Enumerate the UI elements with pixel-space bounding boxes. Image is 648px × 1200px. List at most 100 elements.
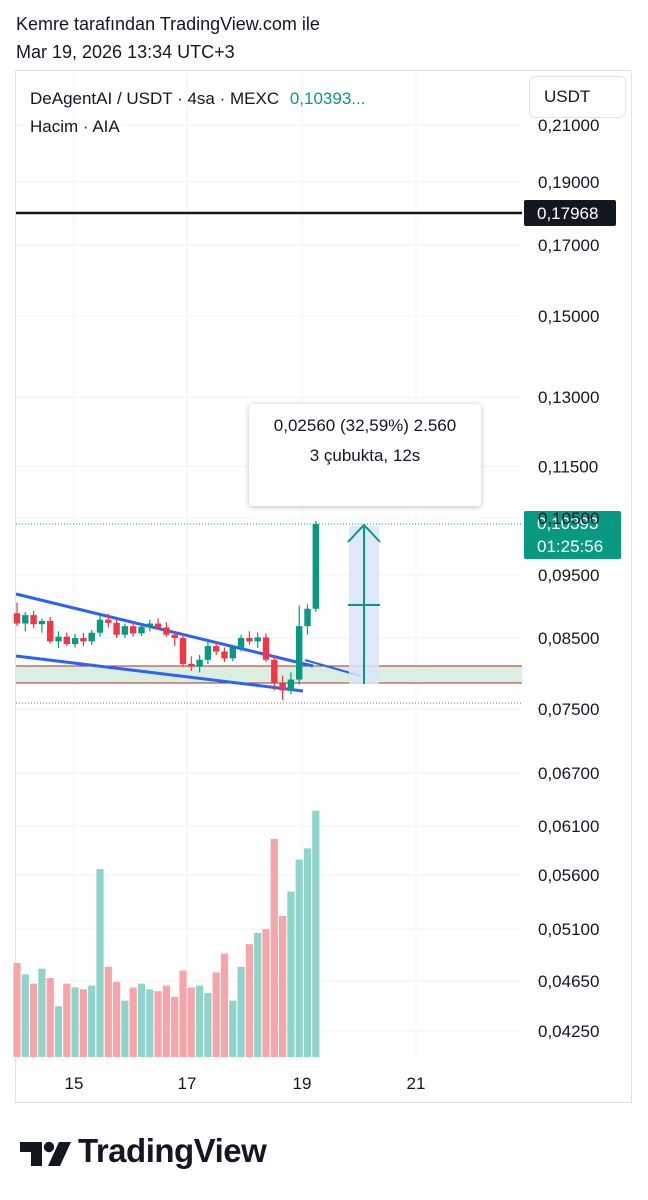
- volume-bar: [146, 989, 154, 1057]
- candle-body: [80, 638, 87, 642]
- candle-body: [38, 620, 46, 625]
- volume-bar: [295, 859, 303, 1057]
- volume-bar: [46, 978, 54, 1057]
- volume-bar: [30, 983, 38, 1057]
- candle-body: [113, 622, 120, 635]
- price-tick-label: 0,05600: [538, 866, 599, 885]
- candle-body: [271, 659, 278, 684]
- share-header-date: Mar 19, 2026 13:34 UTC+3: [16, 42, 235, 62]
- volume-bar: [88, 985, 96, 1057]
- candle-body: [229, 647, 236, 659]
- volume-bar: [54, 1006, 63, 1057]
- time-tick-label: 21: [407, 1074, 426, 1093]
- measure-tooltip: 0,02560 (32,59%) 2.560 3 çubukta, 12s: [249, 404, 481, 506]
- candle-body: [47, 620, 54, 642]
- candle-body: [121, 626, 129, 635]
- candle-body: [154, 623, 162, 628]
- volume-bar: [79, 989, 87, 1057]
- legend-price: 0,10393...: [289, 89, 366, 108]
- price-tick-label: 0,10500: [538, 509, 599, 528]
- grid-lines: [16, 72, 522, 1060]
- chart-legend: DeAgentAI / USDT · 4sa · MEXC 0,10393...…: [30, 85, 365, 141]
- chart-frame: [15, 70, 632, 1103]
- legend-volume[interactable]: Hacim · AIA: [30, 117, 120, 136]
- price-tick-label: 0,13000: [538, 388, 599, 407]
- volume-bar: [121, 1000, 129, 1057]
- volume-bar: [113, 981, 121, 1057]
- candle-body: [196, 659, 203, 667]
- candle-body: [221, 651, 228, 659]
- volume-bar: [71, 987, 79, 1057]
- volume-bar: [220, 953, 229, 1057]
- price-tick-label: 0,05100: [538, 920, 599, 939]
- volume-bar: [129, 987, 137, 1057]
- brand-name: TradingView: [78, 1132, 267, 1169]
- volume-series: [13, 810, 320, 1057]
- price-axis: 0,21000 0,19000 0,17000 0,15000 0,13000 0,115…: [538, 116, 599, 1041]
- price-tick-label: 0,06100: [538, 817, 599, 836]
- volume-bar: [245, 944, 253, 1057]
- price-tick-label: 0,07500: [538, 700, 599, 719]
- candle-body: [204, 646, 212, 660]
- measure-bars-text: 3 çubukta, 12s: [309, 446, 421, 465]
- volume-bar: [187, 987, 195, 1057]
- candle-body: [296, 626, 303, 680]
- time-tick-label: 15: [65, 1074, 84, 1093]
- price-tick-label: 0,06700: [538, 764, 599, 783]
- wedge-lower-line: [15, 654, 304, 693]
- legend-symbol[interactable]: DeAgentAI / USDT · 4sa · MEXC: [30, 89, 280, 108]
- volume-bar: [196, 985, 204, 1057]
- candle-body: [237, 638, 245, 648]
- measure-tool: [347, 523, 381, 684]
- volume-bar: [312, 810, 320, 1057]
- volume-bar: [179, 970, 187, 1057]
- candle-body: [63, 636, 70, 645]
- price-tick-label: 0,04650: [538, 972, 599, 991]
- volume-bar: [254, 932, 262, 1057]
- candle-body: [138, 626, 145, 634]
- price-tick-label: 0,21000: [538, 116, 599, 135]
- volume-bar: [212, 972, 220, 1057]
- last-price-label: 0,10393: [537, 514, 598, 533]
- candle-body: [30, 615, 37, 625]
- volume-bar: [13, 963, 21, 1057]
- currency-button[interactable]: USDT: [529, 76, 626, 118]
- candle-body: [22, 615, 29, 624]
- time-axis: 15 17 19 21: [65, 1074, 426, 1093]
- volume-bar: [287, 891, 295, 1057]
- candle-body: [246, 638, 253, 642]
- volume-bar: [204, 993, 212, 1057]
- time-tick-label: 17: [178, 1074, 197, 1093]
- support-zone: [16, 666, 522, 683]
- price-tick-label: 0,11500: [538, 458, 598, 477]
- share-header-author: Kemre tarafından TradingView.com ile: [16, 14, 320, 34]
- volume-bar: [96, 869, 104, 1057]
- candle-body: [105, 619, 112, 623]
- candle-body: [179, 638, 187, 664]
- candle-body: [304, 608, 311, 627]
- candle-body: [287, 679, 295, 691]
- price-tick-label: 0,04250: [538, 1022, 599, 1041]
- candle-body: [312, 524, 319, 609]
- price-tick-label: 0,17000: [538, 236, 599, 255]
- candle-body: [163, 627, 170, 635]
- candle-series: [13, 520, 319, 700]
- last-price-tag: [524, 511, 621, 559]
- candle-body: [71, 638, 79, 645]
- volume-bar: [162, 985, 170, 1057]
- horizontal-level-tag: [524, 200, 616, 226]
- tradingview-logo-icon: [20, 1141, 71, 1166]
- volume-bar: [21, 974, 29, 1057]
- price-tick-label: 0,15000: [538, 307, 599, 326]
- volume-bar: [171, 996, 179, 1057]
- measure-change-text: 0,02560 (32,59%) 2.560: [273, 416, 457, 435]
- price-tick-label: 0,09500: [538, 566, 599, 585]
- volume-bar: [237, 966, 245, 1057]
- countdown-label: 01:25:56: [537, 537, 603, 556]
- volume-bar: [229, 1000, 237, 1057]
- measure-arrow-head: [347, 523, 381, 543]
- candle-body: [96, 619, 104, 633]
- volume-bar: [270, 838, 278, 1057]
- candle-body: [146, 623, 153, 627]
